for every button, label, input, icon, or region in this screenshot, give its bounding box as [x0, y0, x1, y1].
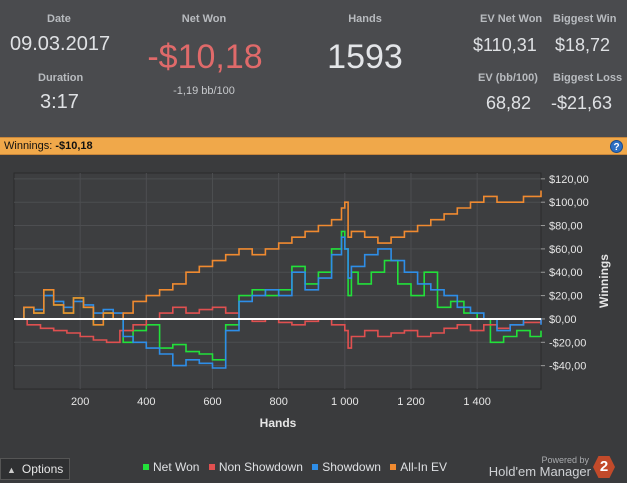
evnetwon-label: EV Net Won — [480, 13, 543, 25]
x-tick-label: 1 400 — [463, 396, 491, 408]
y-tick-label: $100,00 — [549, 197, 589, 209]
legend-non-showdown[interactable]: Non Showdown — [208, 460, 303, 474]
x-axis-ticks: 200 400 600 800 1 000 1 200 1 400 — [71, 396, 491, 408]
biggestwin-value: $18,72 — [555, 35, 611, 55]
options-label: Options — [21, 462, 64, 476]
netwon-bb100: -1,19 bb/100 — [173, 85, 235, 97]
winnings-bar-label: Winnings: — [4, 140, 53, 152]
legend-label: Non Showdown — [218, 460, 303, 474]
biggestloss-value: -$21,63 — [551, 93, 613, 113]
date-label: Date — [47, 13, 71, 25]
netwon-value: -$10,18 — [147, 38, 263, 76]
hands-value: 1593 — [327, 38, 403, 76]
y-tick-label: $0,00 — [549, 314, 577, 326]
x-tick-label: 1 200 — [397, 396, 425, 408]
winnings-bar-value: -$10,18 — [55, 140, 93, 152]
y-tick-label: $60,00 — [549, 244, 583, 256]
legend-showdown[interactable]: Showdown — [312, 460, 381, 474]
options-button[interactable]: ▲ Options — [0, 458, 70, 480]
x-tick-label: 1 000 — [331, 396, 359, 408]
evbb-value: 68,82 — [486, 93, 532, 113]
chart-series — [14, 190, 542, 369]
hands-label: Hands — [348, 13, 382, 25]
legend-allin-ev[interactable]: All-In EV — [390, 460, 447, 474]
chart-legend: Net Won Non Showdown Showdown All-In EV — [143, 460, 453, 474]
legend-swatch — [390, 463, 397, 470]
legend-net-won[interactable]: Net Won — [143, 460, 199, 474]
legend-label: Showdown — [322, 460, 381, 474]
x-axis-label: Hands — [260, 416, 297, 430]
winnings-chart-svg: -$40,00 -$20,00 $0,00 $20,00 $40,00 $60,00 $80… — [13, 172, 611, 430]
legend-swatch — [143, 463, 149, 470]
y-tick-label: $20,00 — [549, 291, 583, 303]
netwon-label: Net Won — [181, 13, 227, 25]
x-tick-label: 400 — [137, 396, 155, 408]
x-tick-label: 800 — [269, 396, 287, 408]
help-icon[interactable]: ? — [610, 140, 623, 153]
y-tick-label: $40,00 — [549, 267, 583, 279]
legend-label: All-In EV — [400, 460, 447, 474]
stats-panel: Date 09.03.2017 Duration 3:17 Net Won -$… — [0, 0, 627, 137]
date-value: 09.03.2017 — [10, 33, 111, 55]
winnings-chart: -$40,00 -$20,00 $0,00 $20,00 $40,00 $60,00 $80… — [0, 155, 627, 453]
series-line-all-in-ev — [14, 190, 542, 326]
y-axis-label: Winnings — [597, 254, 611, 308]
x-tick-label: 200 — [71, 396, 89, 408]
legend-label: Net Won — [153, 460, 200, 474]
biggestwin-label: Biggest Win — [553, 13, 617, 25]
series-line-non-showdown — [14, 306, 542, 349]
winnings-bar: Winnings: -$10,18 ? — [0, 137, 627, 155]
footer: ▲ Options Net Won Non Showdown Showdown A… — [0, 453, 627, 483]
legend-swatch — [208, 463, 215, 470]
y-tick-label: $80,00 — [549, 221, 583, 233]
evnetwon-value: $110,31 — [473, 35, 537, 55]
brand-name: Hold'em Manager — [488, 464, 591, 479]
duration-value: 3:17 — [40, 91, 79, 113]
legend-swatch — [312, 463, 319, 470]
biggestloss-label: Biggest Loss — [553, 72, 623, 84]
duration-label: Duration — [38, 72, 84, 84]
y-tick-label: -$20,00 — [549, 337, 586, 349]
y-axis-ticks: -$40,00 -$20,00 $0,00 $20,00 $40,00 $60,00 $80… — [541, 174, 589, 373]
x-tick-label: 600 — [203, 396, 221, 408]
series-line-showdown — [14, 236, 542, 369]
powered-by-label: Powered by — [541, 455, 589, 465]
caret-up-icon: ▲ — [7, 465, 16, 475]
plot-area — [13, 172, 542, 390]
evbb-label: EV (bb/100) — [478, 72, 538, 84]
y-tick-label: $120,00 — [549, 174, 589, 186]
y-tick-label: -$40,00 — [549, 361, 586, 373]
hm2-logo-icon: 2 — [593, 456, 615, 478]
